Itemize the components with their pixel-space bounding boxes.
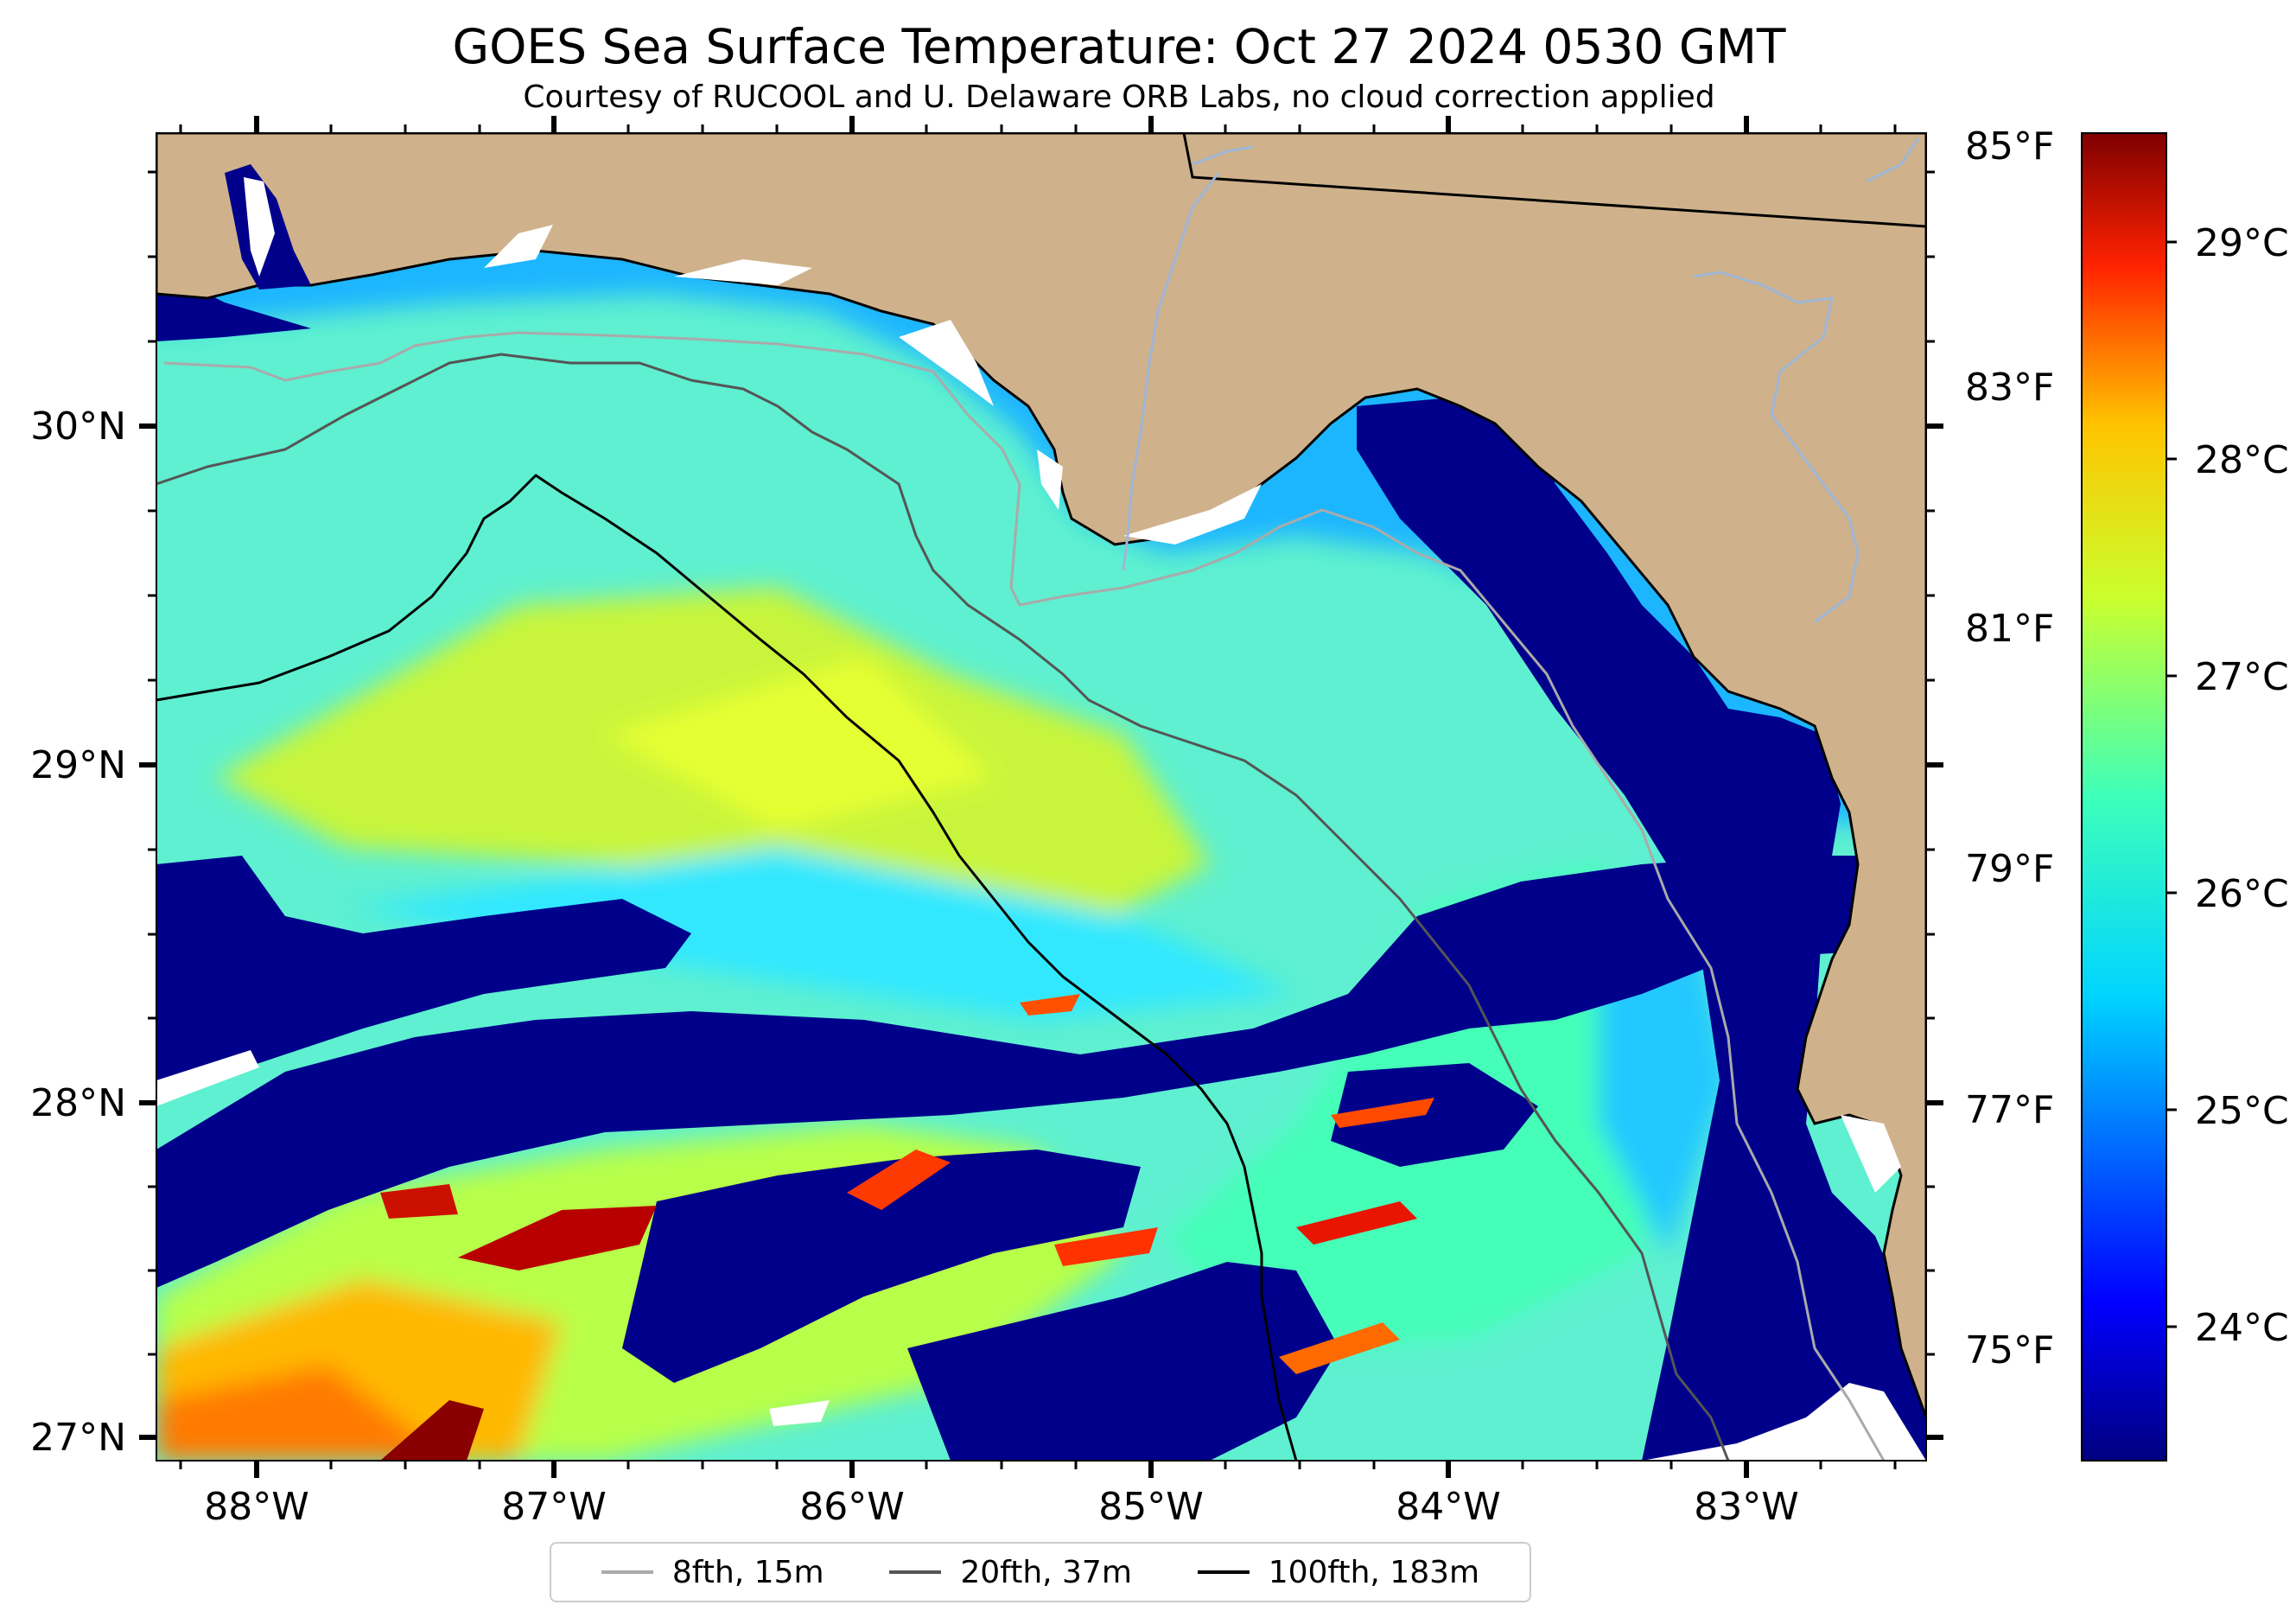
celsius-tick-label: 26°C <box>2195 872 2289 916</box>
lon-label: 84°W <box>1396 1485 1501 1529</box>
lon-label: 86°W <box>799 1485 905 1529</box>
isobath-20fth <box>156 353 1730 1461</box>
lon-ticks <box>254 116 1749 1478</box>
map-frame <box>156 132 1927 1462</box>
cold-bands <box>156 285 1926 1461</box>
map-area[interactable] <box>156 133 1926 1461</box>
celsius-tick-label: 24°C <box>2195 1306 2289 1350</box>
legend-label: 8fth, 15m <box>671 1554 824 1590</box>
lat-ticks <box>139 424 1943 1440</box>
legend-line-swatch <box>1197 1570 1250 1574</box>
lon-label: 88°W <box>204 1485 309 1529</box>
fahrenheit-tick-label: 85°F <box>1965 124 2054 169</box>
celsius-tick-label: 29°C <box>2195 221 2289 265</box>
colorbar-gradient <box>2081 132 2167 1462</box>
warm-streaks <box>380 994 1434 1461</box>
map-subtitle: Courtesy of RUCOOL and U. Delaware ORB L… <box>523 80 1715 115</box>
celsius-tick-label: 25°C <box>2195 1089 2289 1133</box>
isobath-legend: 8fth, 15m 20fth, 37m 100fth, 183m <box>550 1542 1531 1602</box>
state-border <box>1182 133 1926 228</box>
lon-label: 87°W <box>501 1485 607 1529</box>
lon-labels: 88°W 87°W 86°W 85°W 84°W 83°W <box>204 1485 1799 1529</box>
legend-label: 20fth, 37m <box>960 1554 1132 1590</box>
lat-label: 30°N <box>30 404 126 449</box>
fahrenheit-tick-label: 79°F <box>1965 847 2054 891</box>
colorbar: 29°C 28°C 27°C 26°C 25°C 24°C <box>2081 132 2289 1462</box>
fahrenheit-tick-label: 81°F <box>1965 607 2054 651</box>
legend-item-100fth: 100fth, 183m <box>1197 1554 1480 1590</box>
lat-labels: 30°N 29°N 28°N 27°N <box>30 404 126 1460</box>
fahrenheit-tick-label: 83°F <box>1965 366 2054 410</box>
lat-label: 29°N <box>30 743 126 787</box>
celsius-tick-label: 28°C <box>2195 438 2289 482</box>
fahrenheit-tick-label: 77°F <box>1965 1088 2054 1132</box>
isobath-8fth <box>163 331 1886 1461</box>
fahrenheit-labels: 85°F 83°F 81°F 79°F 77°F 75°F <box>1965 124 2054 1372</box>
celsius-tick-label: 27°C <box>2195 655 2289 699</box>
lat-label: 28°N <box>30 1081 126 1125</box>
isobath-100fth <box>156 474 1298 1461</box>
legend-item-20fth: 20fth, 37m <box>889 1555 1132 1590</box>
rivers <box>1122 137 1920 624</box>
no-data-patches <box>156 1050 1926 1461</box>
lat-label: 27°N <box>30 1416 126 1460</box>
lon-label: 83°W <box>1694 1485 1799 1529</box>
legend-line-swatch <box>601 1570 653 1574</box>
legend-line-swatch <box>889 1570 942 1574</box>
map-title: GOES Sea Surface Temperature: Oct 27 202… <box>452 19 1786 74</box>
fahrenheit-tick-label: 75°F <box>1965 1328 2054 1372</box>
legend-label: 100fth, 183m <box>1268 1554 1480 1590</box>
lon-label: 85°W <box>1098 1485 1204 1529</box>
isobaths <box>156 331 1886 1461</box>
land <box>156 133 1926 1418</box>
legend-item-8fth: 8fth, 15m <box>601 1555 824 1590</box>
minor-ticks <box>148 124 1935 1469</box>
